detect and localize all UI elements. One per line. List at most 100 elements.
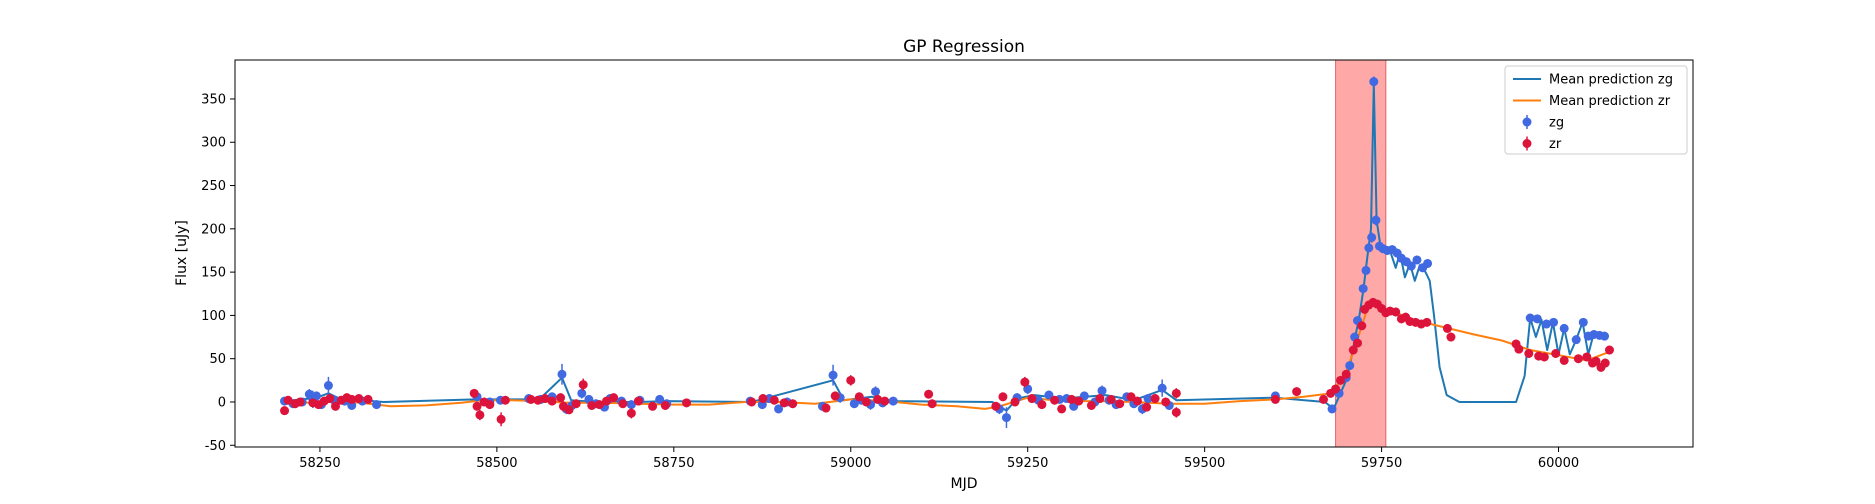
point-marker (325, 394, 335, 404)
point-marker (1442, 323, 1452, 333)
data-point-zg (1549, 317, 1559, 327)
point-marker (1331, 384, 1341, 394)
data-point-zr (354, 394, 364, 404)
point-marker (1406, 261, 1416, 271)
point-marker (758, 394, 768, 404)
point-marker (1353, 338, 1363, 348)
data-point-zg (557, 363, 567, 385)
data-point-zg (774, 404, 784, 414)
point-marker (1270, 394, 1280, 404)
legend-item: Mean prediction zr (1513, 94, 1671, 109)
point-marker (609, 393, 619, 403)
data-point-zg (828, 364, 838, 386)
point-marker (280, 406, 290, 416)
point-marker (1171, 407, 1181, 417)
point-marker (1020, 377, 1030, 387)
x-tick-label: 58750 (653, 456, 694, 471)
data-point-zr (1559, 355, 1569, 365)
point-marker (648, 401, 658, 411)
data-point-zr (469, 388, 479, 398)
point-marker (1345, 361, 1355, 371)
point-marker (496, 414, 506, 424)
data-point-zr (609, 393, 619, 403)
data-point-zg (1541, 319, 1551, 329)
point-marker (888, 396, 898, 406)
point-marker (1095, 394, 1105, 404)
data-point-zr (1010, 397, 1020, 407)
point-marker (1559, 355, 1569, 365)
point-marker (283, 395, 293, 405)
point-marker (1573, 354, 1583, 364)
point-marker (526, 394, 536, 404)
point-marker (1600, 331, 1610, 341)
point-marker (1559, 323, 1569, 333)
data-point-zr (280, 406, 290, 416)
data-point-zr (1357, 321, 1367, 331)
point-marker (578, 380, 588, 390)
y-axis-ticks: -50 0 50 100 150 200 250 300 350 (201, 92, 235, 454)
data-point-zr (500, 395, 510, 405)
data-point-zr (475, 409, 485, 421)
data-point-zr (846, 375, 856, 386)
data-point-zr (1074, 396, 1084, 406)
point-marker (475, 410, 485, 420)
data-point-zr (595, 400, 604, 410)
point-marker (1142, 402, 1152, 412)
data-point-zr (633, 396, 643, 406)
data-point-zg (1559, 323, 1569, 333)
data-point-zg (1364, 243, 1374, 253)
point-marker (1027, 394, 1037, 404)
point-marker (788, 399, 798, 409)
data-point-zr (1037, 400, 1047, 410)
data-point-zr (1126, 392, 1136, 402)
point-marker (880, 396, 890, 406)
legend-label: Mean prediction zr (1549, 94, 1671, 109)
data-point-zr (927, 399, 937, 409)
data-point-zr (1604, 345, 1614, 355)
data-point-zr (1591, 356, 1601, 366)
data-point-zr (1331, 384, 1341, 394)
point-marker (1422, 317, 1432, 327)
data-point-zr (873, 394, 883, 404)
data-point-zr (1573, 354, 1583, 364)
plot-frame (234, 59, 1694, 448)
point-marker (557, 369, 567, 379)
point-marker (472, 401, 482, 411)
x-tick-label: 59500 (1184, 456, 1225, 471)
data-point-zg (1097, 385, 1107, 396)
point-marker (1171, 388, 1181, 398)
data-point-zg (1412, 255, 1422, 265)
series-line-mean-prediction-zg (284, 82, 1608, 412)
point-marker (626, 408, 636, 418)
point-marker (295, 397, 305, 407)
data-point-zg (1600, 331, 1610, 341)
point-marker (372, 400, 382, 410)
legend-label: Mean prediction zg (1549, 73, 1673, 88)
point-marker (1604, 345, 1614, 355)
point-marker (1551, 348, 1561, 358)
point-marker (849, 399, 859, 409)
data-point-zr (1524, 348, 1534, 358)
data-point-zr (283, 395, 293, 405)
point-marker (1524, 348, 1534, 358)
data-point-zg (577, 388, 587, 399)
data-point-zr (1142, 402, 1152, 412)
point-marker (769, 395, 779, 405)
data-point-zg (849, 399, 859, 409)
x-tick-label: 58250 (299, 456, 340, 471)
data-point-zr (1106, 394, 1116, 404)
data-point-zr (571, 399, 581, 409)
data-point-zg (871, 386, 881, 397)
point-marker (311, 391, 321, 401)
chart-title: GP Regression (903, 37, 1025, 57)
data-point-zr (1341, 369, 1351, 379)
data-point-zr (924, 389, 934, 399)
data-point-zr (472, 401, 482, 411)
data-point-zr (1171, 388, 1181, 399)
y-tick-label: 50 (209, 352, 226, 367)
prediction-lines-layer (284, 82, 1610, 412)
data-point-zg (1001, 407, 1011, 428)
data-point-zr (758, 394, 768, 404)
